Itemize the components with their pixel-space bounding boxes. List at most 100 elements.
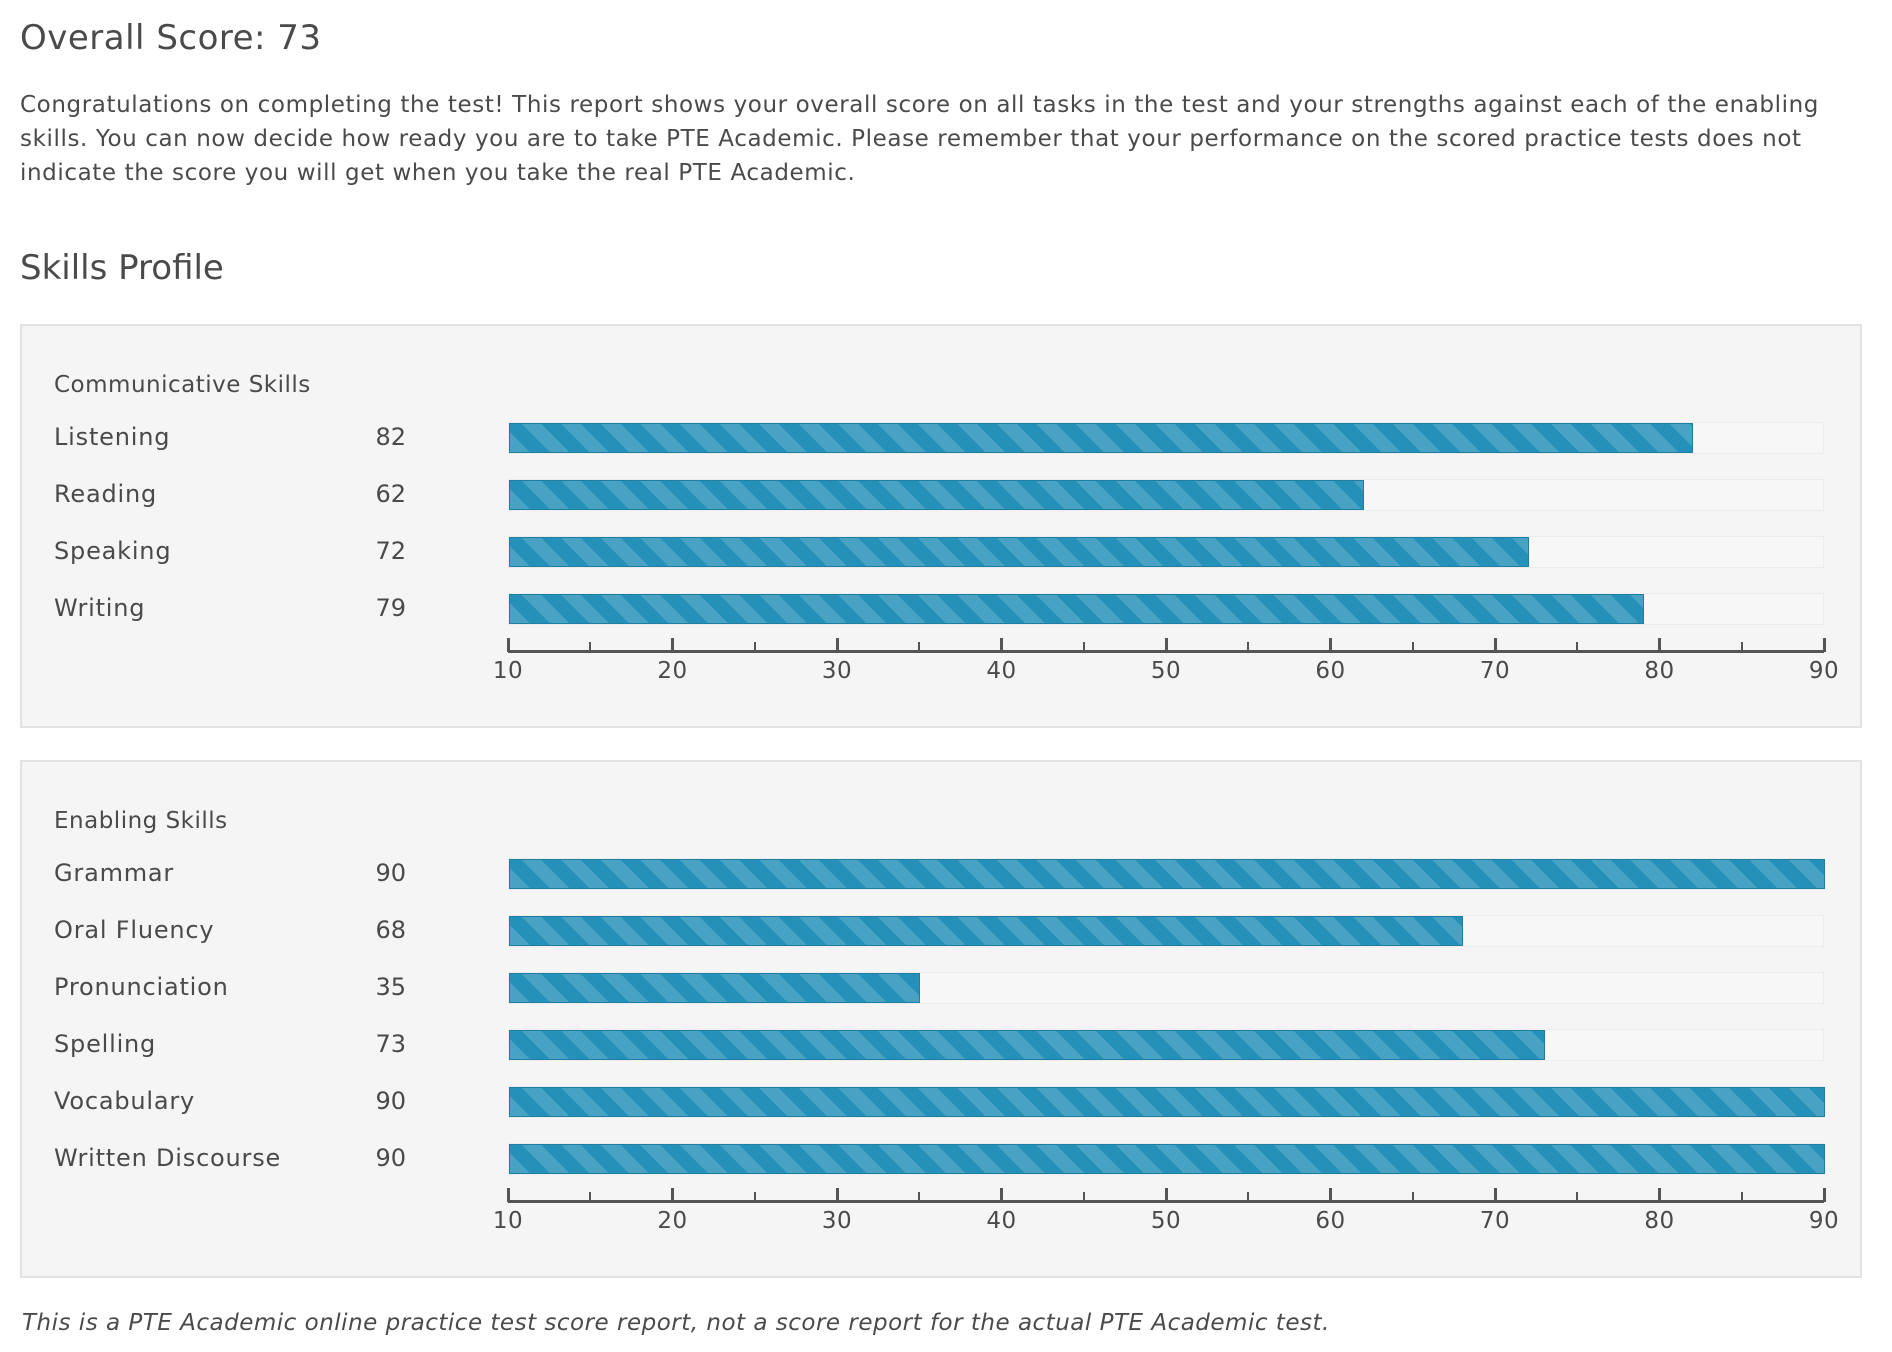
- enabling-skills-panel: Enabling Skills Grammar 90 Oral Fluency 68 P…: [20, 760, 1862, 1278]
- axis-tick: [918, 1192, 921, 1202]
- skill-row-pronunciation: Pronunciation 35: [22, 970, 1860, 1004]
- skill-label: Pronunciation: [54, 973, 229, 1001]
- axis-tick: [835, 1188, 839, 1202]
- skill-row-speaking: Speaking 72: [22, 534, 1860, 568]
- axis-tick: [1822, 638, 1826, 652]
- axis-tick: [671, 1188, 674, 1202]
- axis-tick: [1411, 642, 1414, 652]
- axis-tick-label: 70: [1479, 658, 1511, 684]
- axis-tick: [671, 638, 674, 652]
- skill-row-listening: Listening 82: [22, 420, 1860, 454]
- axis-tick-label: 40: [986, 658, 1017, 684]
- x-axis: 10 20 30 40 50 60 70 80 90: [493, 638, 1839, 694]
- bar-spelling: [509, 1030, 1546, 1060]
- axis-tick: [589, 1192, 592, 1202]
- axis-tick: [589, 642, 592, 652]
- axis-tick: [753, 1192, 756, 1202]
- bar-pronunciation: [509, 973, 921, 1003]
- bar-track: [508, 972, 1824, 1004]
- communicative-skills-heading: Communicative Skills: [54, 372, 311, 398]
- skill-label: Vocabulary: [54, 1087, 196, 1115]
- skill-score: 62: [375, 480, 406, 508]
- axis-tick: [1000, 638, 1003, 652]
- skill-row-grammar: Grammar 90: [22, 856, 1860, 890]
- axis-tick-label: 20: [657, 1208, 688, 1234]
- bar-track: [508, 422, 1824, 454]
- bar-track: [508, 536, 1824, 568]
- skill-row-written-discourse: Written Discourse 90: [22, 1141, 1860, 1175]
- skill-score: 79: [375, 594, 406, 622]
- axis-tick: [753, 642, 756, 652]
- bar-track: [508, 1143, 1825, 1175]
- skill-label: Listening: [54, 423, 171, 451]
- bar-reading: [509, 480, 1365, 510]
- skill-label: Oral Fluency: [54, 916, 215, 944]
- skill-label: Speaking: [54, 537, 172, 565]
- axis-tick: [1082, 1192, 1085, 1202]
- axis-tick-label: 60: [1315, 1208, 1346, 1234]
- axis-tick: [835, 638, 839, 652]
- axis-tick: [1822, 1188, 1826, 1202]
- axis-tick: [1493, 638, 1497, 652]
- axis-tick: [1164, 638, 1168, 652]
- axis-tick: [918, 642, 921, 652]
- axis-tick-label: 80: [1644, 658, 1675, 684]
- intro-text: Congratulations on completing the test! …: [20, 92, 1819, 186]
- skill-score: 72: [375, 537, 406, 565]
- axis-tick: [1329, 638, 1332, 652]
- axis-tick-label: 90: [1808, 1208, 1840, 1234]
- bar-writing: [509, 594, 1645, 624]
- skill-score: 35: [375, 973, 406, 1001]
- skill-score: 68: [375, 916, 406, 944]
- axis-tick: [506, 1188, 510, 1202]
- skill-score: 82: [375, 423, 406, 451]
- axis-tick-label: 30: [821, 1208, 853, 1234]
- bar-speaking: [509, 537, 1529, 567]
- skill-label: Written Discourse: [54, 1144, 282, 1172]
- skill-score: 90: [375, 1144, 406, 1172]
- bar-oral-fluency: [509, 916, 1464, 946]
- bar-track: [508, 858, 1825, 890]
- bar-vocabulary: [509, 1087, 1825, 1117]
- axis-tick: [1658, 1188, 1661, 1202]
- skill-label: Grammar: [54, 859, 175, 887]
- skill-score: 90: [375, 1087, 406, 1115]
- skill-label: Spelling: [54, 1030, 157, 1058]
- axis-tick-label: 10: [492, 658, 524, 684]
- axis-tick: [1740, 1192, 1743, 1202]
- skill-row-vocabulary: Vocabulary 90: [22, 1084, 1860, 1118]
- bar-listening: [509, 423, 1694, 453]
- axis-tick: [1082, 642, 1085, 652]
- bar-written-discourse: [509, 1144, 1825, 1174]
- axis-tick: [1576, 1192, 1579, 1202]
- bar-track: [508, 1029, 1824, 1061]
- communicative-skills-panel: Communicative Skills Listening 82 Reading 6…: [20, 324, 1862, 728]
- skill-row-reading: Reading 62: [22, 477, 1860, 511]
- enabling-skills-heading: Enabling Skills: [54, 808, 228, 834]
- axis-tick: [1658, 638, 1661, 652]
- axis-tick: [1247, 642, 1250, 652]
- axis-tick-label: 90: [1808, 658, 1840, 684]
- axis-tick-label: 20: [657, 658, 688, 684]
- bar-grammar: [509, 859, 1825, 889]
- axis-tick: [1493, 1188, 1497, 1202]
- bar-track: [508, 593, 1824, 625]
- axis-tick-label: 80: [1644, 1208, 1675, 1234]
- axis-tick-label: 40: [986, 1208, 1017, 1234]
- bar-track: [508, 915, 1824, 947]
- axis-tick: [1576, 642, 1579, 652]
- axis-tick: [1740, 642, 1743, 652]
- skill-label: Reading: [54, 480, 158, 508]
- axis-tick-label: 10: [492, 1208, 524, 1234]
- axis-tick-label: 50: [1150, 1208, 1182, 1234]
- axis-tick: [1247, 1192, 1250, 1202]
- axis-tick-label: 50: [1150, 658, 1182, 684]
- skills-profile-title: Skills Profile: [20, 248, 224, 288]
- axis-tick: [506, 638, 510, 652]
- axis-tick: [1329, 1188, 1332, 1202]
- disclaimer-text: This is a PTE Academic online practice t…: [22, 1310, 1330, 1336]
- axis-tick-label: 60: [1315, 658, 1346, 684]
- skill-row-spelling: Spelling 73: [22, 1027, 1860, 1061]
- skill-score: 73: [375, 1030, 406, 1058]
- bar-track: [508, 479, 1824, 511]
